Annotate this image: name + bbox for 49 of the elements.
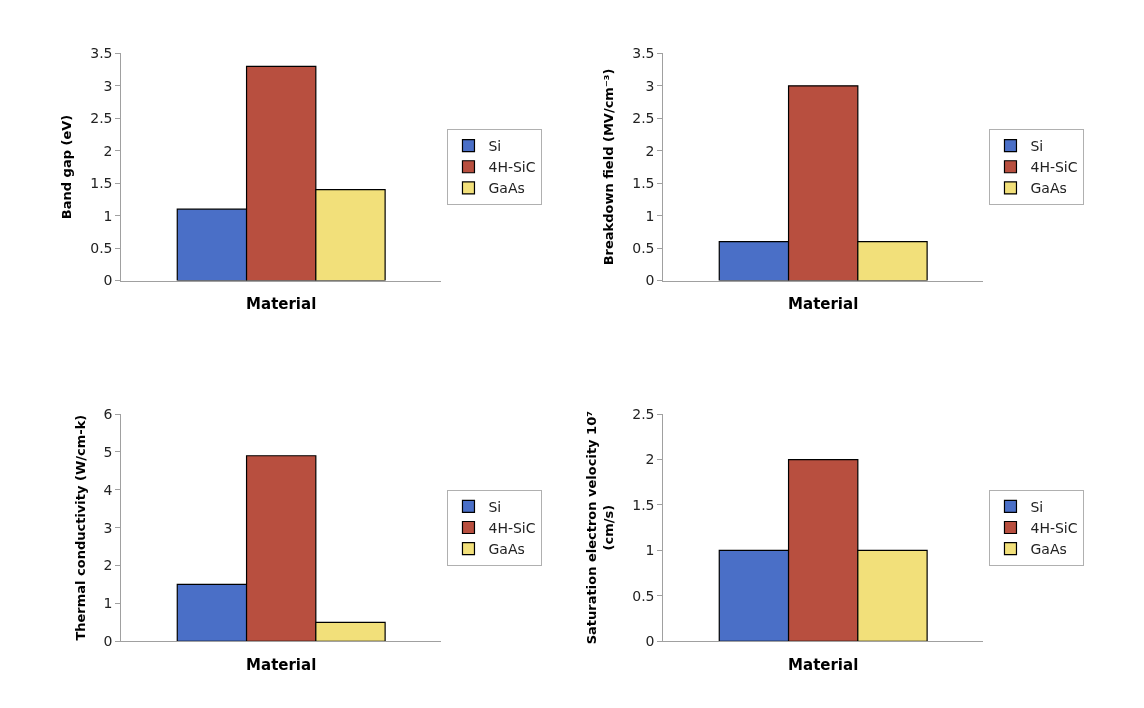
y-tick-label: 0 xyxy=(645,633,655,650)
legend-label: GaAs xyxy=(488,541,525,558)
y-tick-label: 0.5 xyxy=(632,587,655,604)
x-axis-title: Material xyxy=(246,294,317,313)
legend-label: 4H-SiC xyxy=(1030,519,1078,536)
y-tick-label: 0 xyxy=(645,272,655,289)
y-axis-title: Band gap (eV) xyxy=(59,114,75,220)
y-tick-label: 2 xyxy=(645,451,655,468)
y-tick-label: 1.5 xyxy=(90,175,113,192)
y-tick-label: 2.5 xyxy=(632,110,655,127)
y-tick-label: 0.5 xyxy=(632,239,655,256)
y-axis-title: Thermal conductivity (W/cm-k) xyxy=(72,414,88,641)
y-tick-label: 3.5 xyxy=(632,45,655,62)
y-tick-label: 1 xyxy=(103,595,113,612)
y-tick-label: 2.5 xyxy=(90,110,113,127)
x-axis-title: Material xyxy=(246,655,317,674)
y-tick-label: 5 xyxy=(103,443,113,460)
legend-label: Si xyxy=(488,498,502,515)
y-tick-label: 0.5 xyxy=(90,239,113,256)
y-tick-label: 3 xyxy=(645,77,655,94)
y-tick-label: 0 xyxy=(103,272,113,289)
y-tick-label: 2 xyxy=(645,142,655,159)
y-tick-label: 3 xyxy=(103,519,113,536)
y-tick-label: 1.5 xyxy=(632,496,655,513)
legend-label: GaAs xyxy=(1030,180,1067,197)
y-tick-label: 4 xyxy=(103,481,113,498)
legend-label: 4H-SiC xyxy=(1030,159,1078,176)
legend-label: 4H-SiC xyxy=(488,519,536,536)
y-tick-label: 2.5 xyxy=(632,406,655,423)
y-tick-label: 2 xyxy=(103,557,113,574)
y-tick-label: 3.5 xyxy=(90,45,113,62)
y-tick-label: 1 xyxy=(645,542,655,559)
legend-label: 4H-SiC xyxy=(488,159,536,176)
legend-label: Si xyxy=(1030,138,1044,155)
y-tick-label: 1 xyxy=(103,207,113,224)
y-tick-label: 1 xyxy=(645,207,655,224)
legend-label: GaAs xyxy=(488,180,525,197)
x-axis-title: Material xyxy=(788,294,859,313)
y-tick-label: 3 xyxy=(103,77,113,94)
legend-label: GaAs xyxy=(1030,541,1067,558)
y-tick-label: 2 xyxy=(103,142,113,159)
y-axis-title: Saturation electron velocity 10⁷ (cm/s) xyxy=(584,411,617,645)
legend-label: Si xyxy=(1030,498,1044,515)
x-axis-title: Material xyxy=(788,655,859,674)
y-axis-title: Breakdown field (MV/cm⁻³) xyxy=(601,68,617,266)
y-tick-label: 1.5 xyxy=(632,175,655,192)
y-tick-label: 6 xyxy=(103,406,113,423)
legend-label: Si xyxy=(488,138,502,155)
y-tick-label: 0 xyxy=(103,633,113,650)
